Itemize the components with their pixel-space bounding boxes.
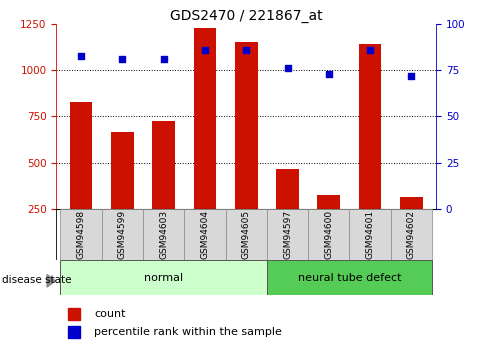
Title: GDS2470 / 221867_at: GDS2470 / 221867_at [170,9,322,23]
Point [119,57,126,62]
Text: GSM94604: GSM94604 [200,210,209,259]
Text: GSM94600: GSM94600 [324,210,333,259]
Text: normal: normal [144,273,183,283]
Text: GSM94597: GSM94597 [283,210,292,259]
Bar [68,326,80,338]
Point [243,47,250,53]
Bar [102,209,143,260]
Bar [400,197,423,255]
Text: GSM94598: GSM94598 [76,210,86,259]
Polygon shape [47,275,55,287]
Bar [111,132,134,255]
Text: GSM94601: GSM94601 [366,210,374,259]
Point [77,53,85,58]
Bar [60,209,102,260]
Point [407,73,415,79]
Point [366,47,374,53]
Bar [359,43,381,255]
Bar [152,121,175,255]
Point [160,57,168,62]
Bar [308,209,349,260]
Text: neural tube defect: neural tube defect [297,273,401,283]
Bar [276,169,299,255]
Bar [184,209,225,260]
Text: percentile rank within the sample: percentile rank within the sample [94,327,282,337]
Text: GSM94602: GSM94602 [407,210,416,259]
Point [284,66,292,71]
Bar [68,308,80,319]
Text: GSM94599: GSM94599 [118,210,127,259]
Bar [225,209,267,260]
Text: disease state: disease state [2,275,72,285]
Bar [194,28,216,255]
Bar [235,42,258,255]
Bar [318,195,340,255]
Bar [267,209,308,260]
Point [201,47,209,53]
Text: count: count [94,309,126,319]
Bar [391,209,432,260]
Bar [349,209,391,260]
Bar [267,260,432,295]
Point [325,71,333,77]
Text: GSM94605: GSM94605 [242,210,251,259]
Bar [60,260,267,295]
Bar [70,102,93,255]
Text: GSM94603: GSM94603 [159,210,168,259]
Bar [143,209,184,260]
